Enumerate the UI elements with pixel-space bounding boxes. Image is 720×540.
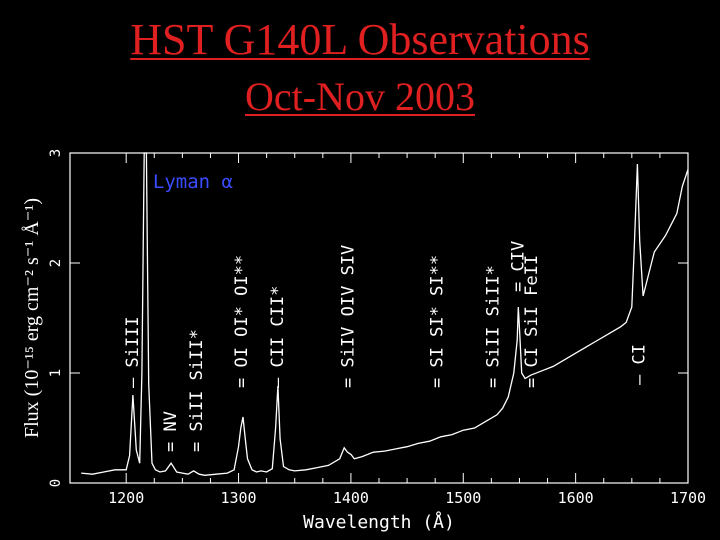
y-tick-label: 0 [48, 479, 64, 487]
x-tick-label: 1700 [670, 489, 706, 507]
spectral-line-label: — CI [630, 344, 650, 385]
spectral-line-label: = CIV [508, 241, 528, 292]
x-tick-label: 1500 [445, 489, 481, 507]
spectral-line-label: = SiII SiII* [484, 265, 504, 388]
y-axis-label: Flux (10⁻¹⁵ erg cm⁻² s⁻¹ Å⁻¹) [21, 198, 43, 438]
spectral-line-label: = CI SiI FeII [522, 255, 542, 388]
spectral-line-label: — SiIII [123, 316, 143, 388]
x-tick-label: 1400 [333, 489, 369, 507]
x-tick-label: 1200 [108, 489, 144, 507]
y-tick-label: 3 [48, 149, 64, 157]
slide-title: HST G140L Observations [130, 15, 590, 64]
y-tick-label: 1 [48, 369, 64, 377]
x-tick-label: 1600 [558, 489, 594, 507]
spectrum-series-line [81, 152, 689, 476]
spectral-line-label: = SiIV OIV SIV [339, 245, 359, 388]
slide-subtitle: Oct-Nov 2003 [245, 74, 475, 119]
spectral-line-label: — CII CII* [268, 286, 288, 388]
spectral-line-label: = SiII SiII* [187, 329, 207, 452]
spectral-line-label: = NV [161, 411, 181, 452]
spectral-line-label: = OI OI* OI** [232, 255, 252, 388]
y-tick-label: 2 [48, 259, 64, 267]
x-axis-label: Wavelength (Å) [303, 511, 455, 533]
x-tick-label: 1300 [220, 489, 256, 507]
spectral-line-label: = SI SI* SI** [427, 255, 447, 388]
lyman-alpha-annotation: Lyman α [153, 171, 233, 193]
